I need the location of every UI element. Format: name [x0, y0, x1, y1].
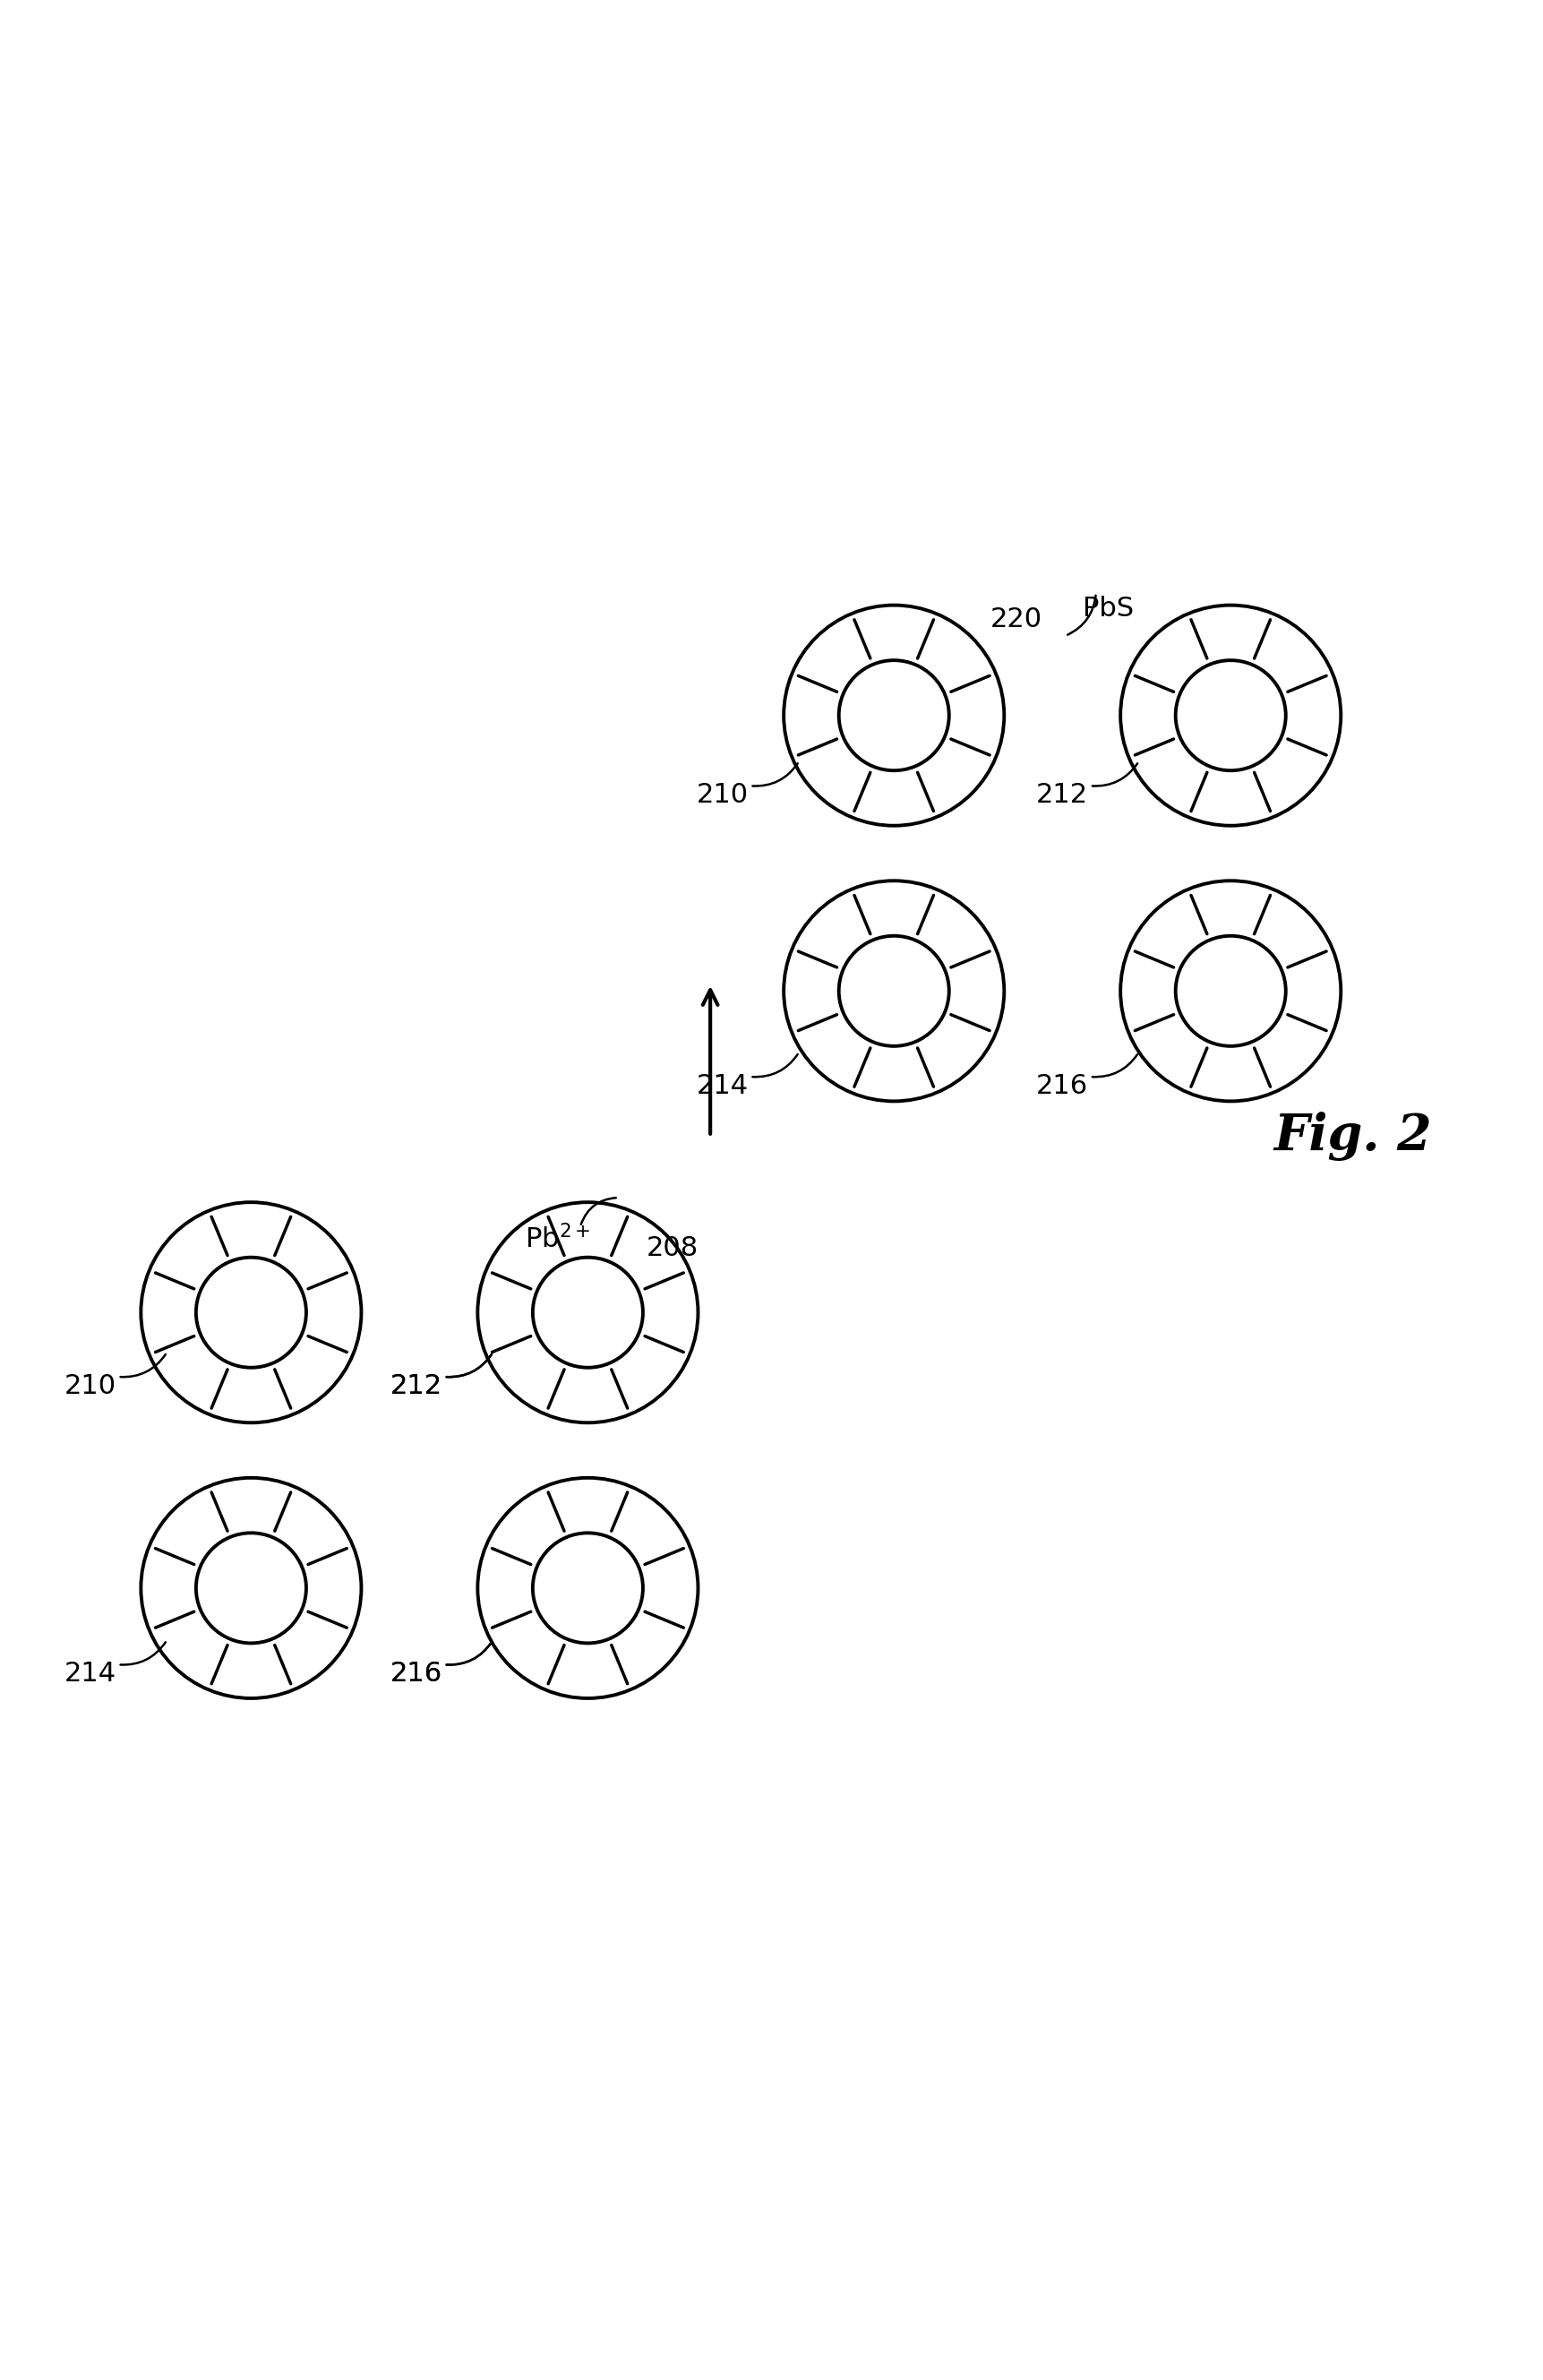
Text: 216: 216 — [1037, 1073, 1088, 1100]
Text: 208: 208 — [647, 1235, 697, 1261]
Text: 212: 212 — [1037, 783, 1088, 807]
Text: PbS: PbS — [1083, 595, 1134, 621]
Text: 210: 210 — [65, 1373, 116, 1399]
Text: 216: 216 — [390, 1661, 443, 1687]
Text: Fig. 2: Fig. 2 — [1275, 1111, 1432, 1161]
Text: 216: 216 — [390, 1661, 443, 1687]
Text: 220: 220 — [991, 607, 1043, 633]
Text: 210: 210 — [696, 783, 748, 807]
Text: 214: 214 — [65, 1661, 116, 1687]
Text: 212: 212 — [390, 1373, 443, 1399]
Text: Pb$^{2+}$: Pb$^{2+}$ — [525, 1223, 589, 1254]
Text: 212: 212 — [390, 1373, 443, 1399]
Text: 214: 214 — [696, 1073, 748, 1100]
